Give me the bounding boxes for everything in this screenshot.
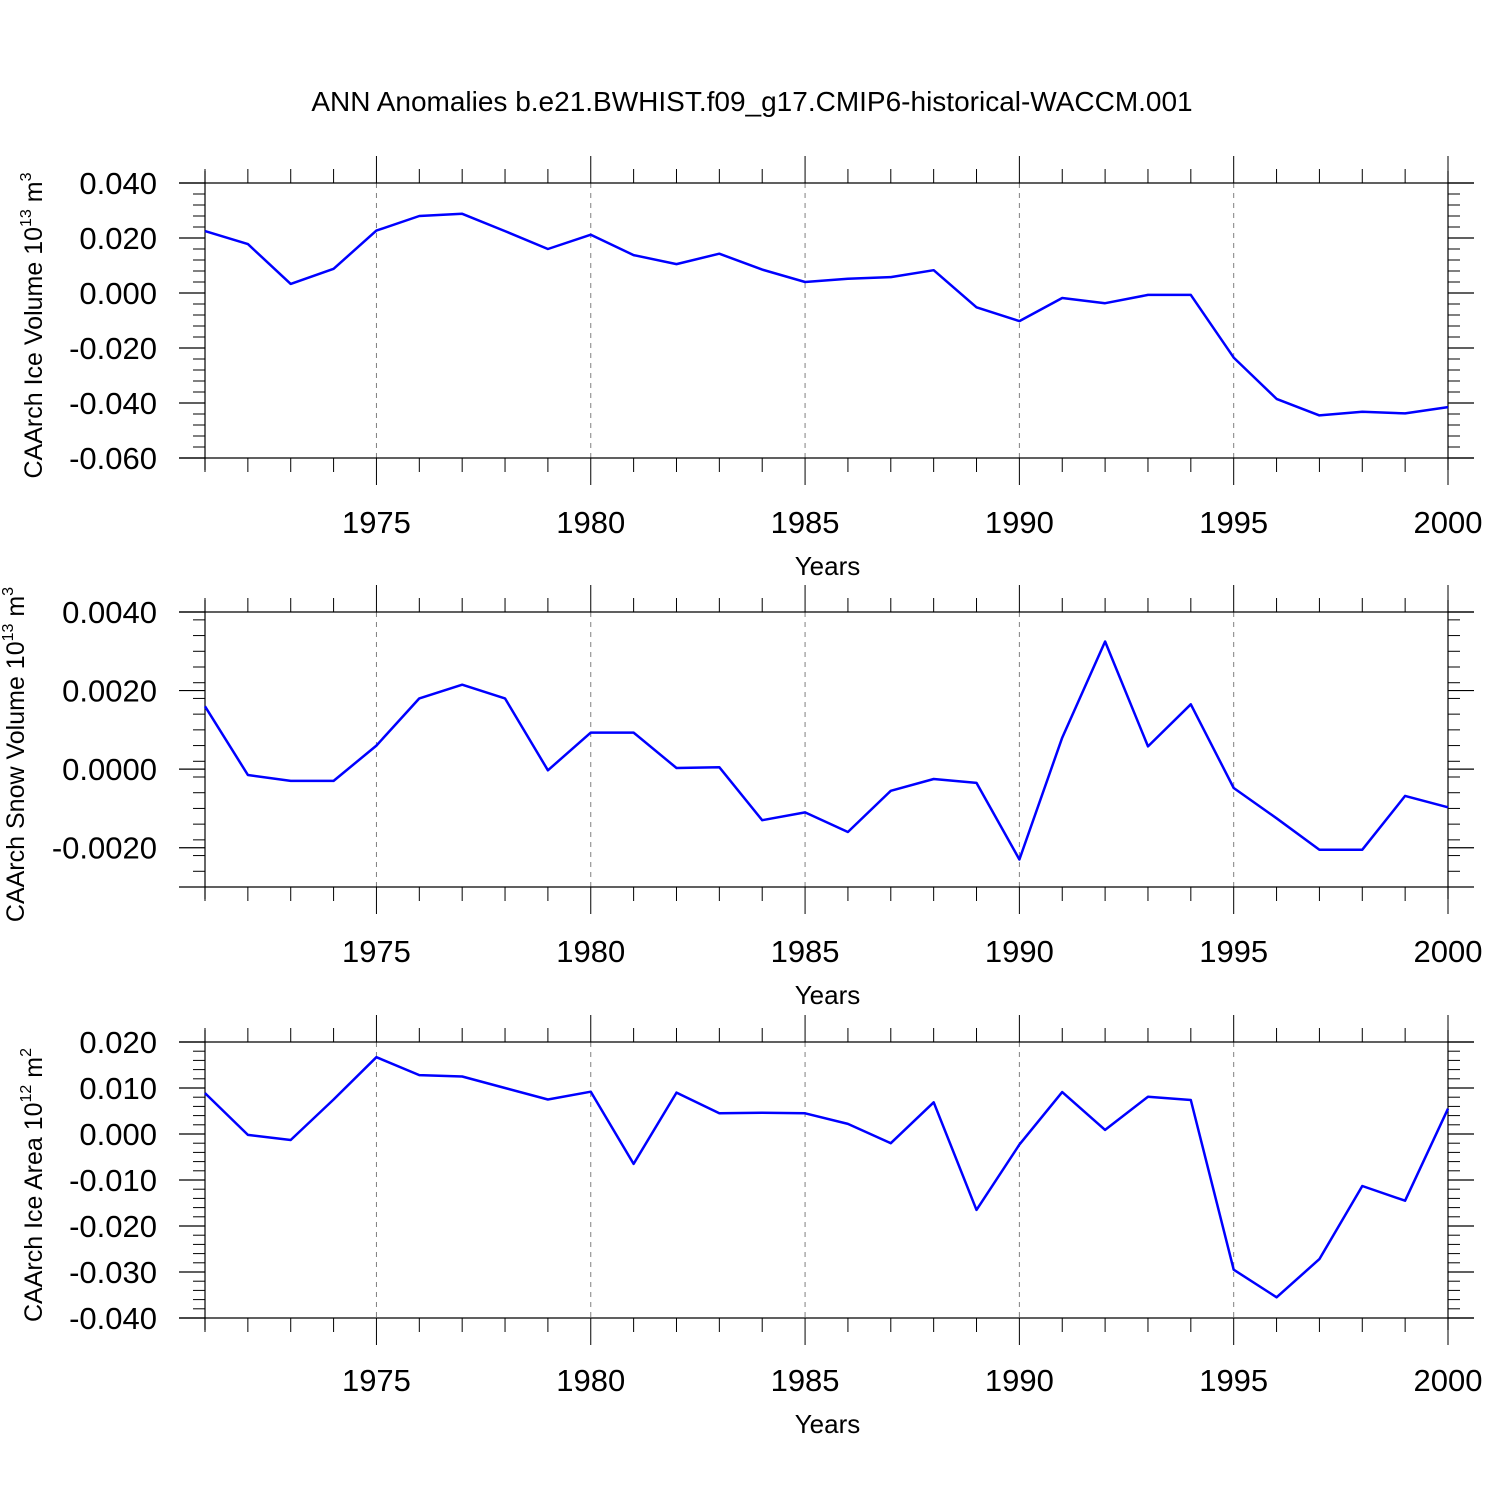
x-tick-label: 1985	[771, 1363, 840, 1398]
x-tick-label: 2000	[1414, 934, 1483, 969]
x-tick-label: 2000	[1414, 505, 1483, 540]
y-tick-label: 0.010	[79, 1071, 157, 1106]
x-axis-label: Years	[795, 551, 861, 581]
y-axis-label: CAArch Ice Area 1012 m2	[18, 1048, 48, 1322]
x-tick-label: 1975	[342, 1363, 411, 1398]
y-tick-label: 0.000	[79, 1117, 157, 1152]
y-tick-label: -0.030	[69, 1255, 157, 1290]
y-tick-label: -0.020	[69, 1209, 157, 1244]
x-tick-label: 1990	[985, 1363, 1054, 1398]
x-tick-label: 1975	[342, 934, 411, 969]
y-tick-label: -0.040	[69, 386, 157, 421]
series-line	[203, 640, 1449, 861]
y-axis-label: CAArch Ice Volume 1013 m3	[18, 172, 48, 478]
series-line	[204, 1055, 1450, 1299]
y-tick-label: 0.0000	[62, 752, 157, 787]
y-tick-label: 0.020	[79, 221, 157, 256]
figure-title: ANN Anomalies b.e21.BWHIST.f09_g17.CMIP6…	[311, 86, 1192, 117]
y-tick-label: 0.0040	[62, 595, 157, 630]
x-tick-label: 1995	[1199, 1363, 1268, 1398]
panel-2: 0.0040 0.0020 0.0000 -0.0020 1975 1980 1985 199…	[0, 585, 1482, 1010]
y-tick-label: -0.010	[69, 1163, 157, 1198]
y-tick-label: 0.040	[79, 166, 157, 201]
x-axis-label: Years	[795, 1409, 861, 1439]
x-tick-label: 1990	[985, 934, 1054, 969]
y-tick-label: -0.060	[69, 441, 157, 476]
x-tick-label: 1995	[1199, 505, 1268, 540]
x-tick-label: 1980	[556, 1363, 625, 1398]
y-tick-label: -0.040	[69, 1301, 157, 1336]
x-tick-label: 1990	[985, 505, 1054, 540]
panel-1: 0.040 0.020 0.000 -0.020 -0.040 -0.060 1975 198…	[18, 156, 1482, 581]
x-tick-label: 1980	[556, 934, 625, 969]
y-tick-label: 0.0020	[62, 674, 157, 709]
y-tick-label: 0.000	[79, 276, 157, 311]
panels: 0.040 0.020 0.000 -0.020 -0.040 -0.060 1975 198…	[0, 156, 1482, 1439]
x-tick-label: 1985	[771, 934, 840, 969]
y-tick-label: -0.0020	[52, 831, 157, 866]
x-tick-label: 1975	[342, 505, 411, 540]
x-tick-label: 1985	[771, 505, 840, 540]
panel-3: 0.020 0.010 0.000 -0.010 -0.020 -0.030 -0.040 1…	[18, 1015, 1482, 1439]
x-axis-label: Years	[795, 980, 861, 1010]
x-tick-label: 1980	[556, 505, 625, 540]
y-axis-label: CAArch Snow Volume 1013 m3	[0, 587, 30, 922]
series-line	[204, 212, 1449, 417]
x-tick-label: 2000	[1414, 1363, 1483, 1398]
y-tick-label: 0.020	[79, 1025, 157, 1060]
x-tick-label: 1995	[1199, 934, 1268, 969]
y-tick-label: -0.020	[69, 331, 157, 366]
